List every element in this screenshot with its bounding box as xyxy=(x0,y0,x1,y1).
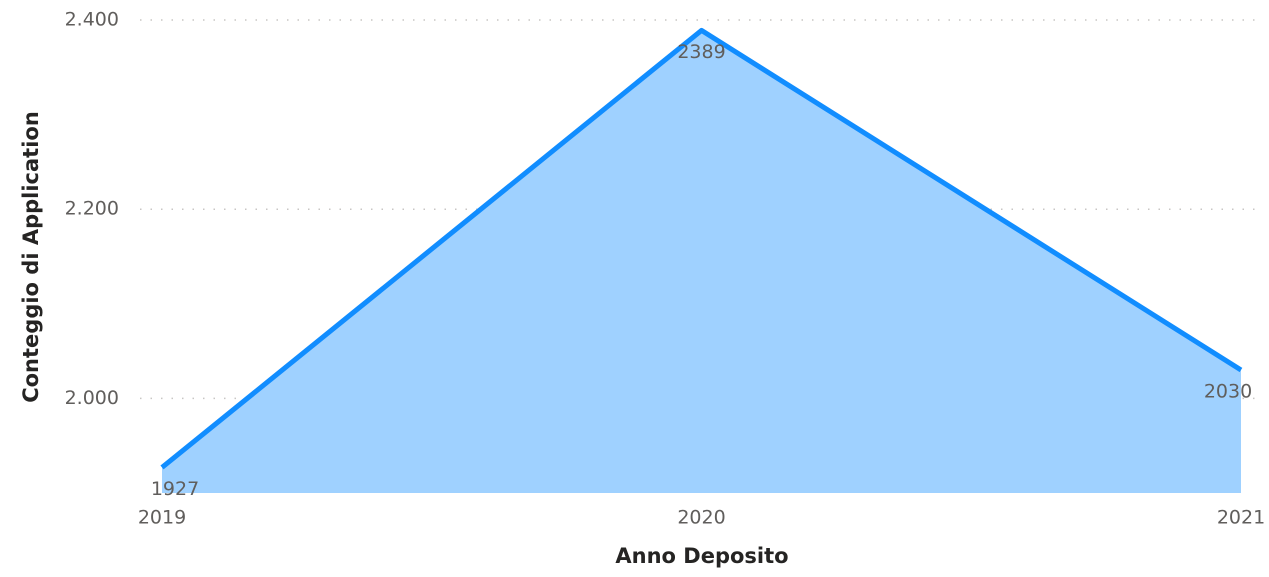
data-label: 2389 xyxy=(677,41,725,63)
y-axis-title: Conteggio di Application xyxy=(19,111,43,403)
x-tick-label: 2020 xyxy=(677,507,725,529)
line xyxy=(160,27,1243,470)
y-tick-label: 2.000 xyxy=(65,387,119,409)
y-tick-label: 2.200 xyxy=(65,198,119,220)
area-fill xyxy=(162,30,1241,493)
x-tick-label: 2019 xyxy=(138,507,186,529)
y-tick-label: 2.400 xyxy=(65,9,119,31)
data-label: 2030 xyxy=(1204,381,1252,403)
data-label: 1927 xyxy=(151,478,199,500)
x-tick-label: 2021 xyxy=(1217,507,1265,529)
x-axis-title: Anno Deposito xyxy=(615,544,788,568)
